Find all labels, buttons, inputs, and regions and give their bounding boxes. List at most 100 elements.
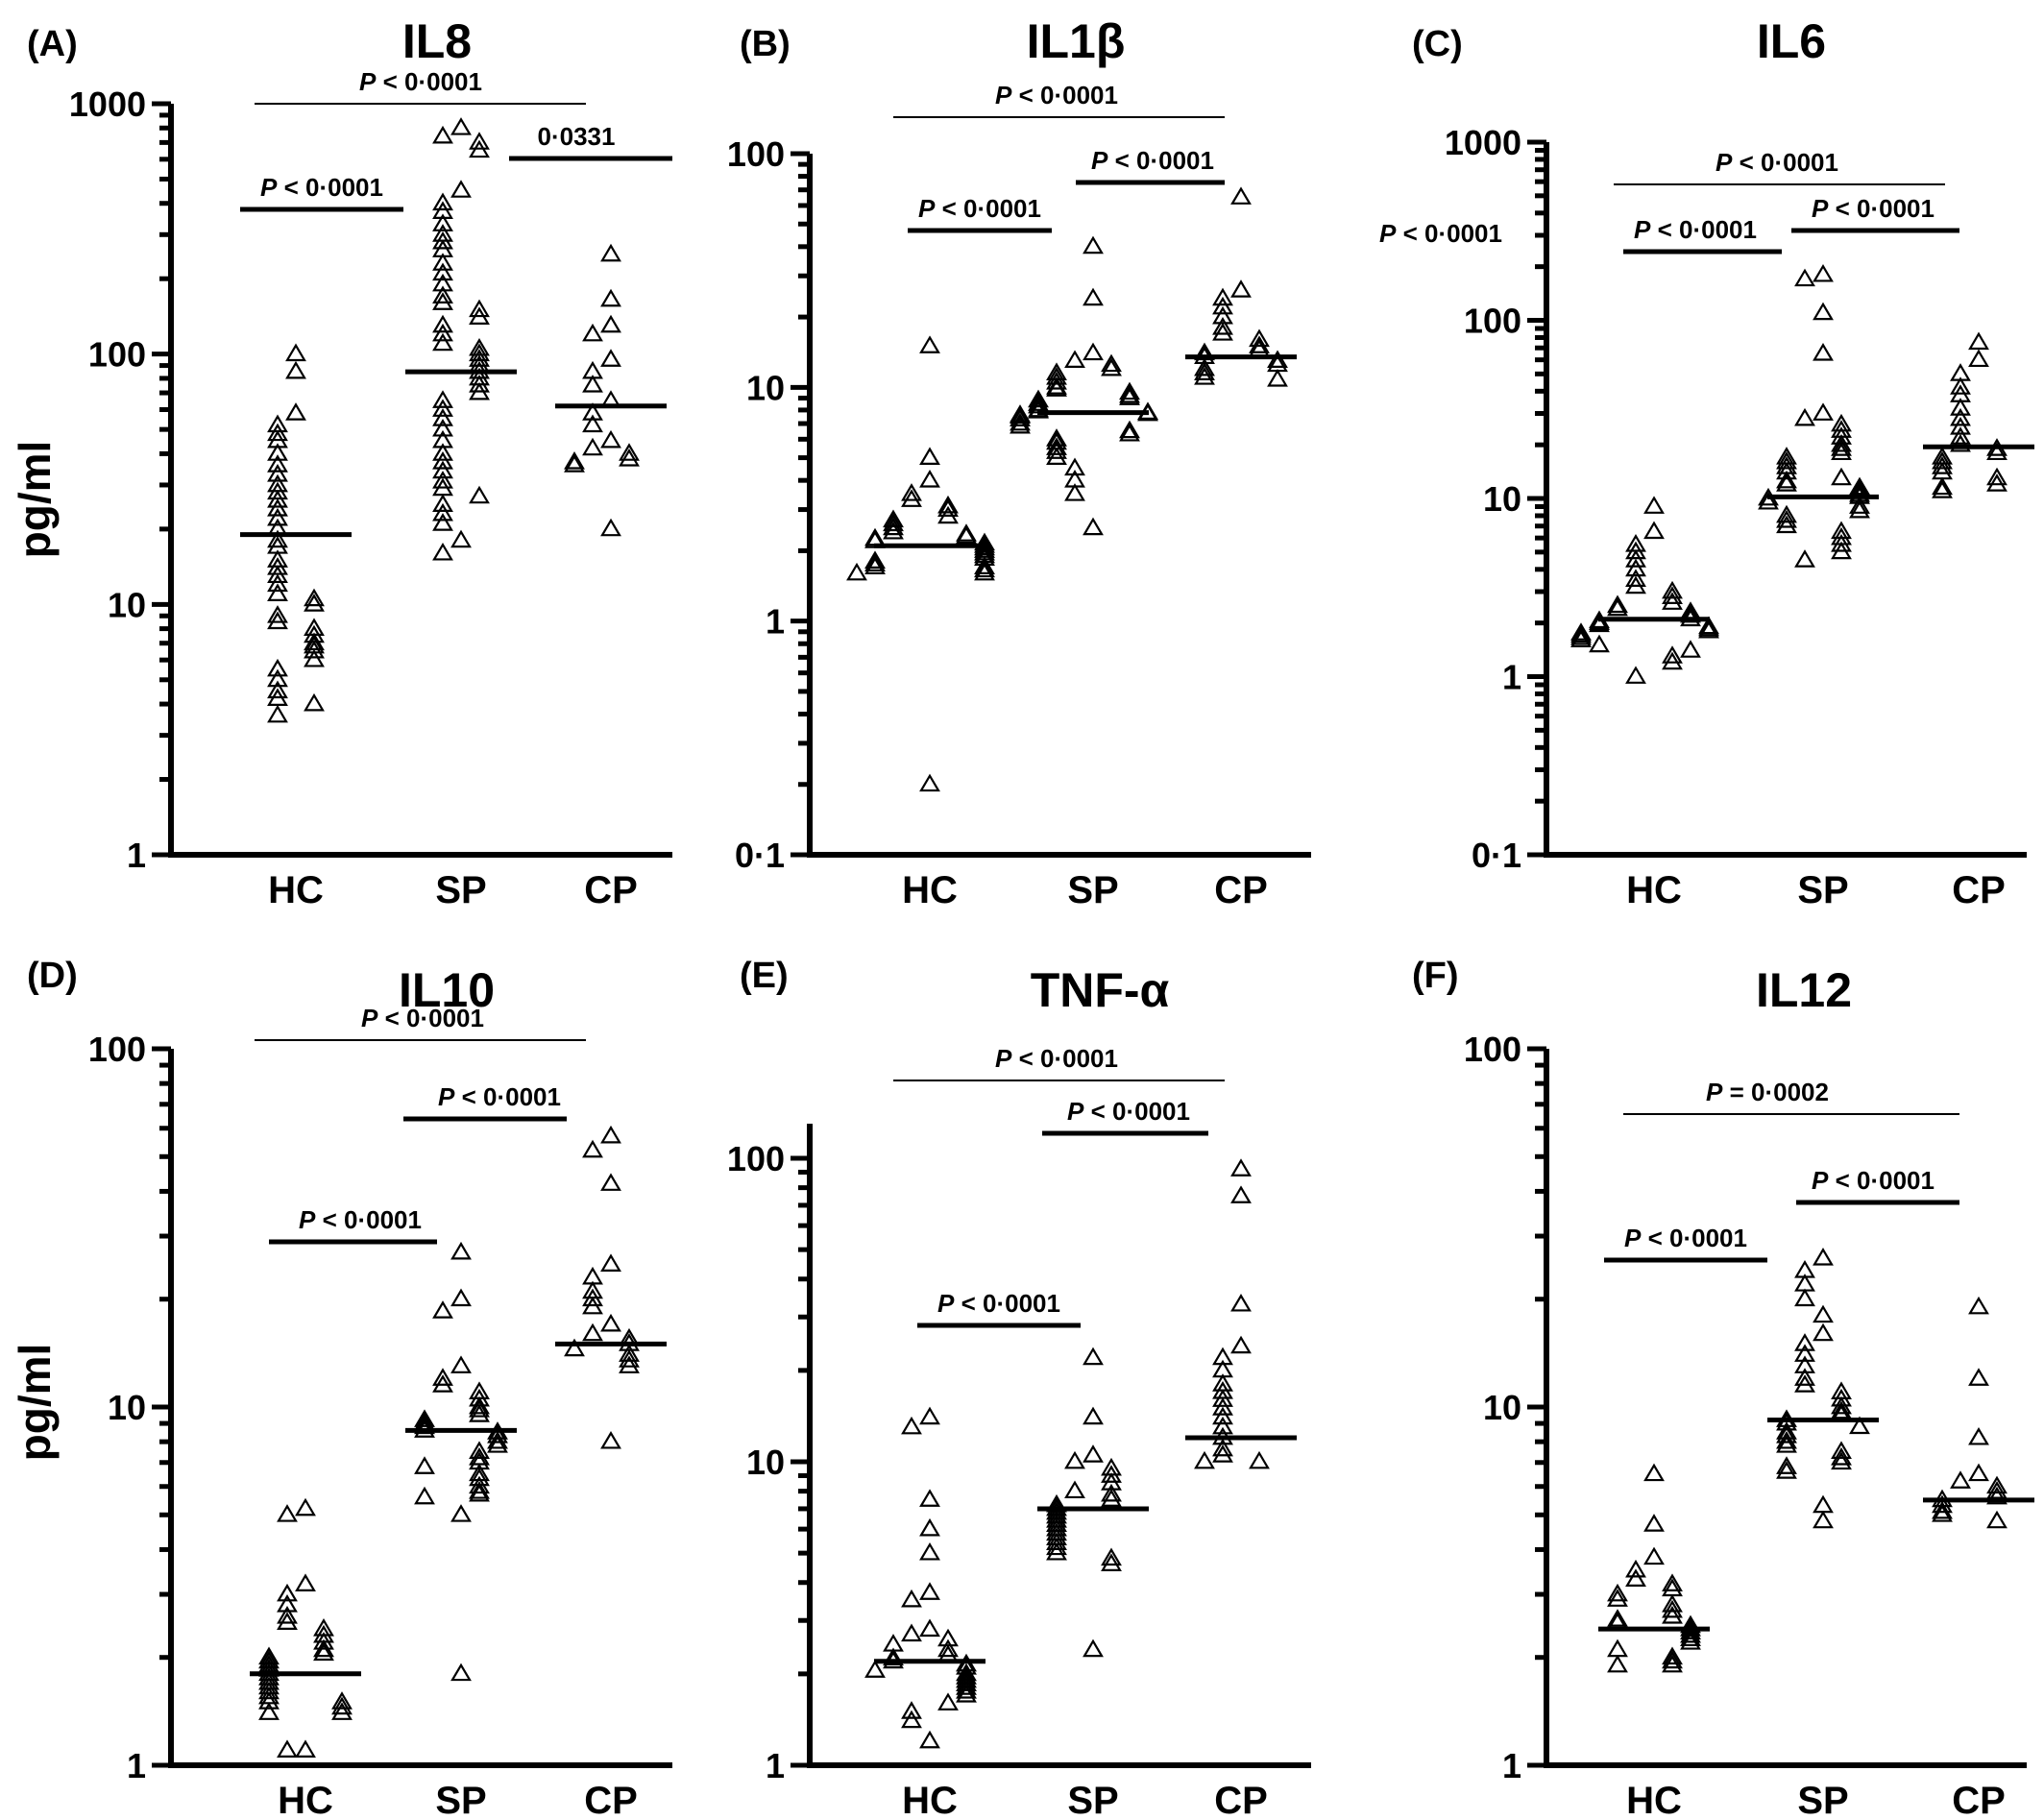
data-point-cp <box>1986 467 2008 486</box>
panel-il10: (D) IL10 1 10 100 HC SP CP P < 0·0001 P < 0·0001 P… <box>27 956 672 1820</box>
data-point-sp <box>1064 483 1085 501</box>
data-point-cp <box>1267 369 1288 387</box>
data-point-sp <box>1831 1447 1852 1466</box>
data-point-hc <box>937 505 959 524</box>
category-label: HC <box>268 869 324 911</box>
data-point-cp <box>1212 1406 1233 1425</box>
data-point-sp <box>1101 353 1122 373</box>
data-point-sp <box>432 513 453 531</box>
y-tick-label: 100 <box>88 1030 146 1069</box>
data-point-cp <box>600 1173 621 1191</box>
data-point-sp <box>1794 1333 1815 1351</box>
data-point-sp <box>1083 1444 1104 1463</box>
data-point-cp <box>1230 1335 1252 1354</box>
data-point-sp <box>1776 1456 1797 1474</box>
data-point-hc <box>1662 1650 1683 1669</box>
data-point-cp <box>600 429 621 449</box>
data-point-cp <box>619 1355 640 1373</box>
data-point-cp <box>1194 1450 1215 1469</box>
data-point-hc <box>313 1638 334 1658</box>
data-point-sp <box>432 273 453 292</box>
data-point-cp <box>1230 1185 1252 1203</box>
data-point-sp <box>469 299 490 318</box>
data-point-hc <box>1625 1568 1646 1587</box>
data-point-sp <box>432 471 453 489</box>
data-point-hc <box>956 1681 977 1699</box>
data-point-hc <box>919 447 940 465</box>
data-point-sp <box>1794 549 1815 568</box>
data-point-hc <box>1643 1546 1665 1565</box>
data-point-cp <box>1950 398 1971 416</box>
data-point-cp <box>1212 296 1233 315</box>
data-point-hc <box>1680 604 1701 623</box>
data-point-hc <box>901 1416 922 1435</box>
data-point-cp <box>564 1338 585 1357</box>
category-label: HC <box>278 1780 333 1820</box>
data-point-hc <box>267 565 288 584</box>
data-point-sp <box>1794 268 1815 287</box>
p-value-label: P < 0·0001 <box>995 81 1118 109</box>
panel-title: TNF-α <box>1031 963 1170 1017</box>
data-point-cp <box>1267 350 1288 369</box>
data-point-hc <box>1625 569 1646 587</box>
data-point-hc <box>919 469 940 488</box>
data-point-cp <box>1932 1500 1953 1519</box>
p-value-label: P < 0·0001 <box>438 1082 561 1111</box>
data-point-cp <box>1249 328 1270 348</box>
data-point-sp <box>432 332 453 352</box>
data-point-sp <box>432 418 453 437</box>
y-tick-label: 1000 <box>1445 123 1521 162</box>
data-point-sp <box>1831 442 1852 461</box>
data-point-sp <box>1849 496 1870 514</box>
data-point-sp <box>1849 1416 1870 1435</box>
data-point-sp <box>1064 1450 1085 1469</box>
data-point-hc <box>1589 614 1610 633</box>
data-point-cp <box>1950 1470 1971 1489</box>
data-point-hc <box>267 464 288 482</box>
data-point-hc <box>901 1701 922 1719</box>
data-point-sp <box>414 1456 435 1474</box>
data-point-hc <box>267 443 288 461</box>
data-point-sp <box>450 1662 472 1682</box>
data-point-hc <box>919 1582 940 1600</box>
p-value-label: P < 0·0001 <box>937 1289 1060 1318</box>
data-point-cp <box>582 375 603 393</box>
data-point-sp <box>1101 1483 1122 1502</box>
panel-letter: (B) <box>740 24 791 64</box>
data-point-sp <box>432 542 453 561</box>
data-point-cp <box>1932 1504 1953 1522</box>
data-point-cp <box>1950 417 1971 435</box>
panel-il12: (F) IL12 1 10 100 HC SP CP P = 0·0002 P < 0·0001 P… <box>1412 956 2034 1820</box>
data-point-hc <box>267 668 288 688</box>
data-point-hc <box>267 611 288 630</box>
panel-title: IL12 <box>1756 963 1852 1017</box>
data-point-hc <box>1643 1514 1665 1532</box>
data-point-sp <box>1028 389 1049 408</box>
panel-il6: (C) IL6 0·1 1 10 100 1000 HC SP CP P < 0·0001 P < 0… <box>1379 14 2034 911</box>
data-point-cp <box>1194 362 1215 380</box>
data-point-hc <box>1625 575 1646 595</box>
data-point-hc <box>1662 580 1683 599</box>
data-point-cp <box>1968 1426 1989 1445</box>
data-point-cp <box>1212 317 1233 335</box>
category-label: CP <box>1214 1780 1268 1820</box>
data-point-hc <box>331 1696 353 1715</box>
data-point-sp <box>1813 1510 1834 1529</box>
data-point-cp <box>1968 331 1989 351</box>
data-point-hc <box>1662 1646 1683 1665</box>
data-point-sp <box>432 323 453 342</box>
data-point-sp <box>450 1355 472 1373</box>
data-point-sp <box>1776 473 1797 492</box>
y-tick-label: 0·1 <box>735 836 785 875</box>
data-point-cp <box>582 437 603 456</box>
data-point-hc <box>277 1504 298 1522</box>
panel-title: IL10 <box>399 963 495 1017</box>
data-point-hc <box>1662 1594 1683 1613</box>
data-point-hc <box>956 523 977 542</box>
data-point-cp <box>600 518 621 537</box>
data-point-sp <box>1010 405 1031 425</box>
data-point-sp <box>469 1483 490 1502</box>
data-point-hc <box>1680 1624 1701 1643</box>
data-point-hc <box>258 1691 280 1710</box>
